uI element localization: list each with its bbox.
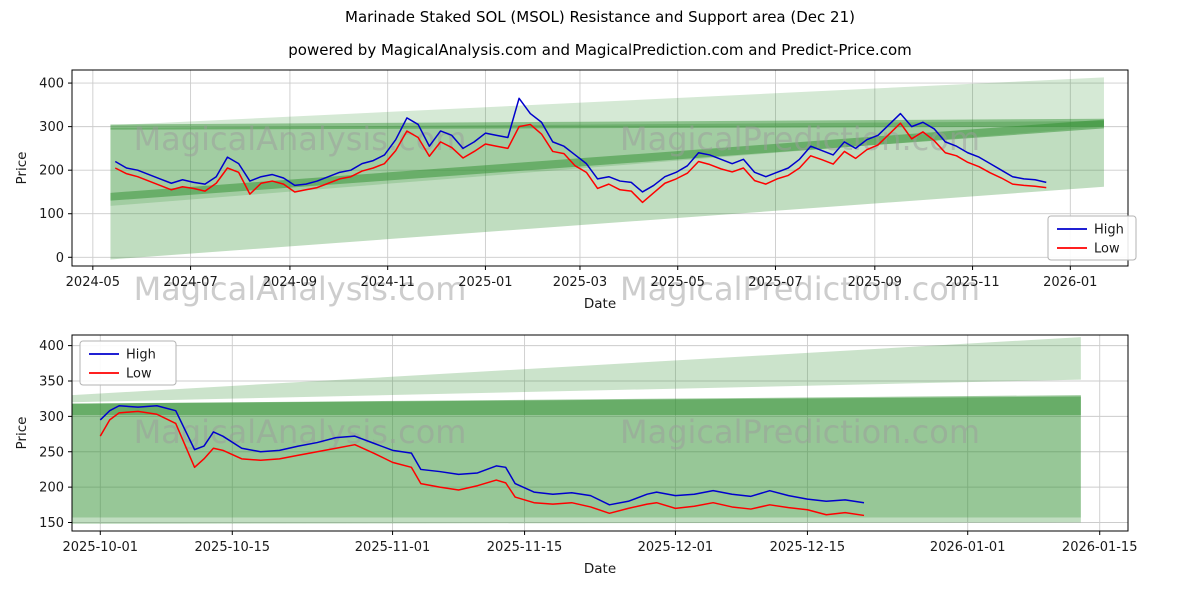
support-resistance-band	[72, 396, 1081, 518]
legend-label: High	[126, 348, 156, 363]
x-tick-label: 2025-09	[848, 275, 902, 290]
x-axis-label: Date	[584, 296, 616, 312]
x-tick-label: 2026-01-01	[930, 540, 1006, 555]
legend-box	[79, 340, 177, 386]
low-line	[114, 122, 1047, 204]
low-line	[99, 410, 865, 517]
x-tick-label: 2025-01	[458, 275, 512, 290]
top-price-chart: MagicalAnalysis.com MagicalPrediction.com…	[14, 69, 1137, 312]
support-resistance-band	[110, 77, 1104, 206]
x-tick-label: 2025-12-15	[770, 540, 846, 555]
x-tick-label: 2025-10-01	[63, 540, 139, 555]
y-tick-label: 300	[39, 120, 64, 135]
x-tick-label: 2024-07	[163, 275, 217, 290]
support-resistance-band	[110, 120, 1104, 260]
bottom-price-chart: MagicalAnalysis.com MagicalPrediction.com…	[14, 334, 1138, 577]
watermark: MagicalPrediction.com	[620, 120, 980, 158]
x-tick-label: 2025-12-01	[638, 540, 714, 555]
legend-label: Low	[1094, 242, 1120, 257]
y-tick-label: 100	[39, 207, 64, 222]
x-tick-label: 2025-05	[651, 275, 705, 290]
x-tick-label: 2026-01-15	[1062, 540, 1138, 555]
x-axis-label: Date	[584, 561, 616, 577]
support-resistance-band	[110, 119, 1104, 201]
y-axis-label: Price	[14, 417, 30, 450]
x-tick-label: 2025-11-01	[355, 540, 431, 555]
y-tick-label: 200	[39, 481, 64, 496]
x-tick-label: 2024-11	[361, 275, 415, 290]
high-line	[114, 97, 1047, 193]
watermark: MagicalPrediction.com	[620, 413, 980, 451]
x-tick-label: 2025-10-15	[195, 540, 271, 555]
watermark: MagicalAnalysis.com	[134, 120, 467, 158]
watermark: MagicalPrediction.com	[620, 270, 980, 308]
x-tick-label: 2025-11	[945, 275, 999, 290]
plot-background	[72, 70, 1128, 266]
y-tick-label: 0	[56, 251, 64, 266]
y-axis-label: Price	[14, 152, 30, 185]
support-resistance-band	[72, 517, 1081, 524]
x-tick-label: 2025-03	[553, 275, 607, 290]
y-tick-label: 150	[39, 516, 64, 531]
legend-label: Low	[126, 367, 152, 382]
chart-title: Marinade Staked SOL (MSOL) Resistance an…	[345, 8, 855, 26]
support-resistance-band	[72, 395, 1081, 415]
support-resistance-band	[110, 118, 1104, 130]
watermark: MagicalAnalysis.com	[134, 270, 467, 308]
x-tick-label: 2026-01	[1043, 275, 1097, 290]
chart-subtitle: powered by MagicalAnalysis.com and Magic…	[288, 41, 912, 59]
high-line	[99, 405, 865, 506]
y-tick-label: 250	[39, 445, 64, 460]
support-resistance-band	[72, 337, 1081, 403]
legend-box	[1047, 215, 1137, 261]
x-tick-label: 2024-05	[66, 275, 120, 290]
legend-label: High	[1094, 223, 1124, 238]
plot-border	[71, 334, 1129, 532]
y-tick-label: 400	[39, 339, 64, 354]
plot-border	[71, 69, 1129, 267]
watermark: MagicalAnalysis.com	[134, 413, 467, 451]
x-tick-label: 2025-07	[748, 275, 802, 290]
x-tick-label: 2025-11-15	[487, 540, 563, 555]
y-tick-label: 350	[39, 374, 64, 389]
y-tick-label: 300	[39, 410, 64, 425]
x-tick-label: 2024-09	[263, 275, 317, 290]
y-tick-label: 400	[39, 77, 64, 92]
y-tick-label: 200	[39, 164, 64, 179]
